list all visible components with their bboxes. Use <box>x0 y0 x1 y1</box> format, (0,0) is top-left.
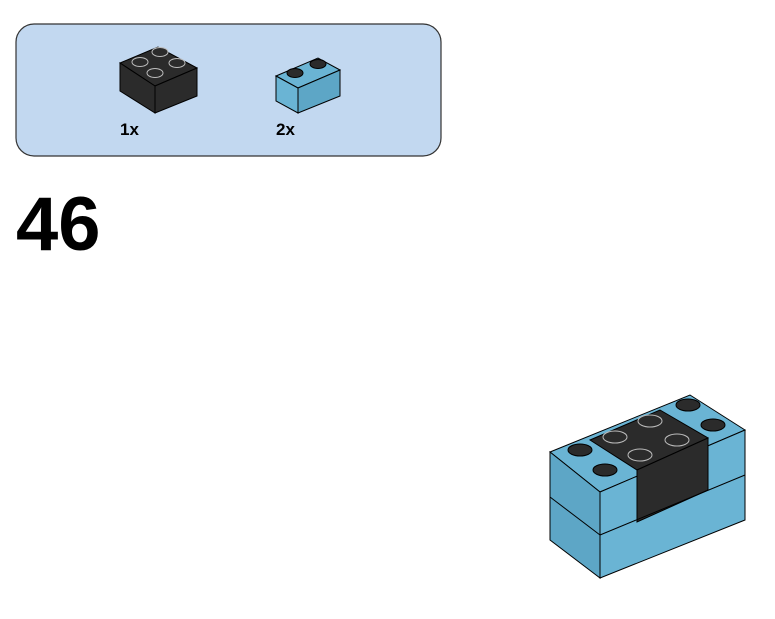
assembly <box>549 394 747 580</box>
part-quantity: 2x <box>276 120 295 139</box>
step-number: 46 <box>16 182 101 267</box>
part-quantity: 1x <box>120 120 139 139</box>
parts-box <box>15 23 442 157</box>
dark-2x2-brick <box>118 46 199 114</box>
blue-1x2-brick <box>274 57 342 114</box>
